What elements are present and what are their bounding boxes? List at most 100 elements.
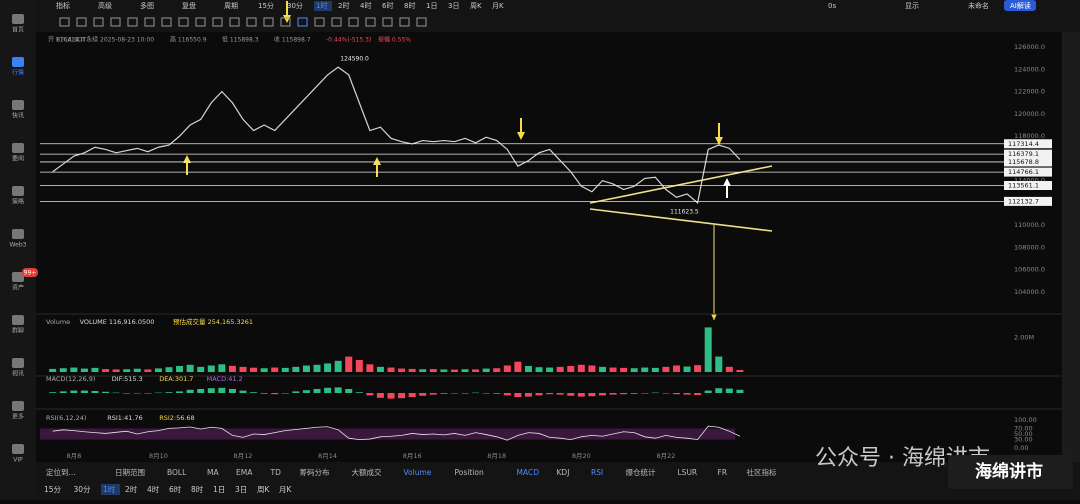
bottom-period[interactable]: 6时	[169, 484, 182, 494]
tool[interactable]: 高级	[98, 1, 112, 10]
sidebar-label[interactable]: 更多	[12, 413, 24, 421]
sidebar-icon	[12, 358, 24, 368]
sidebar-label[interactable]: 首页	[12, 26, 24, 34]
tool[interactable]: 复盘	[182, 1, 196, 10]
bottom-tab[interactable]: KDJ	[557, 468, 570, 477]
bottom-tab[interactable]: TD	[270, 468, 282, 477]
tool-icon	[127, 17, 138, 27]
volume-bar	[651, 367, 659, 372]
macd-bar	[250, 392, 258, 393]
volume-bar	[260, 368, 268, 372]
macd-bar	[683, 393, 691, 395]
info: -0.44%(-515.3)	[326, 37, 371, 44]
bottom-tab[interactable]: 爆仓统计	[626, 467, 656, 477]
period[interactable]: 1时	[316, 1, 327, 10]
volume-bar	[588, 365, 596, 372]
bottom-tab[interactable]: Volume	[404, 468, 432, 477]
macd-bar	[49, 392, 57, 393]
period[interactable]: 3日	[448, 2, 459, 10]
tool[interactable]: 多图	[140, 1, 154, 10]
period[interactable]: 1日	[426, 2, 437, 10]
toolbar-right[interactable]: 未命名	[968, 1, 989, 10]
period[interactable]: 15分	[258, 1, 274, 10]
sidebar-label[interactable]: 行情	[12, 69, 24, 77]
macd-bar	[620, 393, 628, 395]
volume-bar	[176, 366, 184, 372]
bottom-tab[interactable]: MA	[207, 468, 219, 477]
sidebar-label[interactable]: VIP	[13, 457, 23, 464]
volume-bar	[123, 369, 131, 372]
period[interactable]: 月K	[492, 2, 504, 10]
tool-icon	[416, 17, 427, 27]
panel-header: RSI2:56.68	[159, 414, 195, 422]
toolbar-right[interactable]: AI解读	[1010, 1, 1031, 10]
sidebar-label[interactable]: 快讯	[12, 112, 24, 120]
bottom-tab[interactable]: 筹码分布	[300, 467, 330, 477]
period[interactable]: 4时	[360, 1, 371, 10]
bottom-period[interactable]: 8时	[191, 484, 204, 494]
sidebar-label[interactable]: 要闻	[12, 155, 24, 163]
volume-bar	[239, 366, 247, 372]
toolbar-right[interactable]: 0s	[828, 2, 836, 10]
level-box	[1004, 139, 1052, 149]
bottom-tab[interactable]: EMA	[236, 468, 253, 477]
bottom-period[interactable]: 30分	[74, 485, 92, 494]
level-box	[1004, 196, 1052, 206]
bottom-period[interactable]: 4时	[147, 484, 160, 494]
bottom-tab[interactable]: MACD	[517, 468, 540, 477]
sidebar-label[interactable]: 策略	[12, 198, 24, 206]
period[interactable]: 30分	[287, 1, 303, 10]
tool[interactable]: 周期	[224, 2, 238, 10]
macd-bar	[281, 393, 289, 394]
period[interactable]: 8时	[404, 1, 415, 10]
period[interactable]: 周K	[470, 2, 482, 10]
volume-bar	[715, 356, 723, 372]
macd-bar	[556, 393, 564, 395]
macd-bar	[672, 393, 680, 395]
sidebar-label[interactable]: 群聊	[12, 327, 24, 335]
bottom-period[interactable]: 15分	[44, 485, 62, 494]
tool-icon	[229, 17, 240, 27]
info: 低 115898.3	[222, 36, 259, 44]
macd-bar	[704, 390, 712, 393]
sidebar-icon	[12, 229, 24, 239]
macd-bar	[59, 391, 67, 393]
bottom-tab[interactable]: FR	[718, 468, 728, 477]
bottom-period[interactable]: 1时	[103, 484, 116, 494]
bottom-tab[interactable]: Position	[455, 468, 484, 477]
volume-bar	[662, 366, 670, 372]
macd-bar	[133, 393, 141, 394]
toolbar-right[interactable]: 显示	[905, 2, 919, 10]
bottom-period[interactable]: 周K	[257, 485, 270, 494]
badge: 99+	[24, 270, 37, 277]
bottom-period[interactable]: 1日	[213, 485, 225, 494]
macd-bar	[429, 393, 437, 395]
bottom-tab[interactable]: LSUR	[678, 468, 698, 477]
bottom-tab[interactable]: BOLL	[167, 468, 187, 477]
volume-bar	[524, 366, 532, 372]
period[interactable]: 6时	[382, 1, 393, 10]
bottom-tab[interactable]: 日期范围	[115, 467, 145, 477]
rsi-line	[52, 425, 741, 441]
volume-bar	[228, 365, 236, 372]
volume-bar	[472, 369, 480, 372]
tool[interactable]: 指标	[56, 1, 70, 10]
macd-bar	[588, 393, 596, 397]
bottom-tab[interactable]: 定位到...	[46, 467, 76, 477]
macd-bar	[715, 388, 723, 393]
volume-bar	[704, 327, 712, 372]
volume-bar	[683, 366, 691, 372]
bottom-period[interactable]: 3日	[235, 485, 247, 494]
volume-bar	[324, 363, 332, 372]
sidebar-label[interactable]: Web3	[10, 242, 27, 249]
period[interactable]: 2时	[338, 1, 349, 10]
volume-bar	[546, 367, 554, 372]
bottom-tab[interactable]: RSI	[591, 468, 603, 477]
sidebar-label[interactable]: 视讯	[12, 370, 24, 378]
sidebar-label[interactable]: 资产	[12, 284, 24, 292]
bottom-tab[interactable]: 大额成交	[352, 467, 382, 477]
bottom-period[interactable]: 月K	[279, 485, 292, 494]
bottom-tab[interactable]: 社区指标	[747, 467, 777, 477]
bottom-period[interactable]: 2时	[125, 484, 138, 494]
tool-icon	[144, 17, 155, 27]
